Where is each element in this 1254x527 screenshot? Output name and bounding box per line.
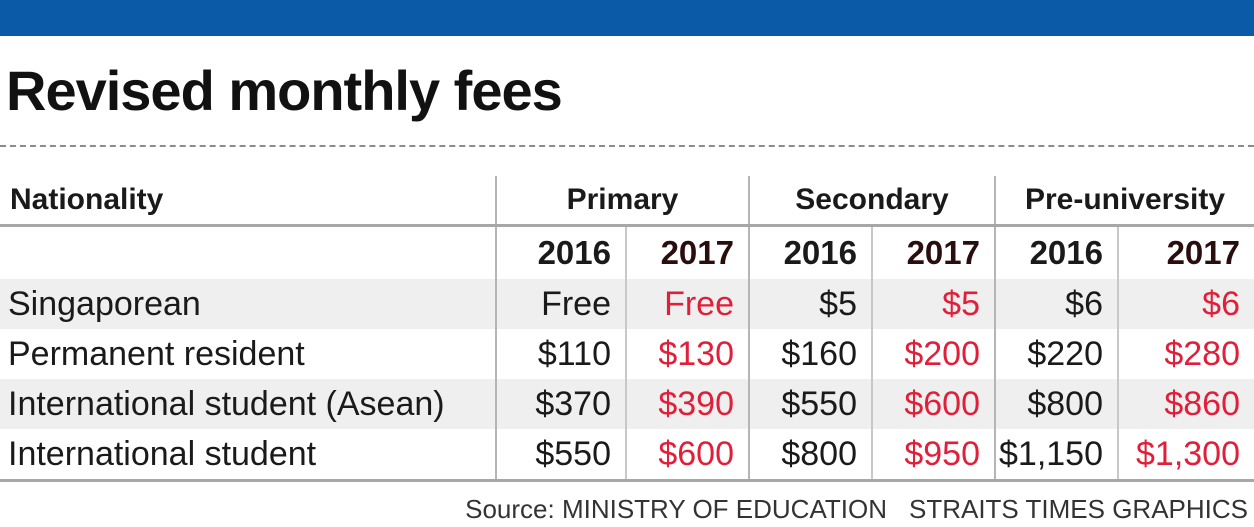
- table-row: Singaporean Free Free $5 $5 $6 $6: [0, 279, 1254, 329]
- fee-cell: $5: [871, 279, 995, 329]
- fee-cell: $600: [625, 429, 749, 482]
- year-header: 2017: [1117, 224, 1254, 279]
- year-header-spacer: [0, 224, 496, 279]
- fee-cell: $1,300: [1117, 429, 1254, 482]
- year-header: 2016: [495, 224, 626, 279]
- fee-cell: $950: [871, 429, 995, 482]
- fee-cell: $6: [994, 279, 1118, 329]
- fee-cell: $390: [625, 379, 749, 429]
- page-title: Revised monthly fees: [6, 59, 563, 122]
- group-header-pre-university: Pre-university: [994, 176, 1254, 226]
- header-row-years: 2016 2017 2016 2017 2016 2017: [0, 224, 1254, 279]
- top-color-bar: [0, 0, 1254, 36]
- table-row: International student $550 $600 $800 $95…: [0, 429, 1254, 482]
- header-row-groups: Nationality Primary Secondary Pre-univer…: [0, 176, 1254, 226]
- fee-cell: $370: [495, 379, 626, 429]
- row-label: Singaporean: [0, 279, 496, 329]
- source-credit: Source: MINISTRY OF EDUCATION STRAITS TIM…: [465, 494, 1248, 525]
- fee-cell: $800: [994, 379, 1118, 429]
- group-header-primary: Primary: [495, 176, 749, 226]
- fee-cell: $6: [1117, 279, 1254, 329]
- year-header: 2017: [871, 224, 995, 279]
- year-header: 2016: [748, 224, 872, 279]
- fee-cell: $1,150: [994, 429, 1118, 482]
- fee-cell: $600: [871, 379, 995, 429]
- nationality-header: Nationality: [10, 183, 164, 216]
- dashed-divider: [0, 145, 1254, 147]
- fee-cell: $130: [625, 329, 749, 379]
- fee-cell: $220: [994, 329, 1118, 379]
- row-label: Permanent resident: [8, 334, 305, 373]
- group-header-secondary: Secondary: [748, 176, 995, 226]
- fee-cell: Free: [495, 279, 626, 329]
- row-label: International student (Asean): [0, 379, 496, 429]
- fees-table: Nationality Primary Secondary Pre-univer…: [0, 176, 1254, 482]
- table-row: Permanent resident $110 $130 $160 $200 $…: [0, 329, 1254, 379]
- fee-cell: $860: [1117, 379, 1254, 429]
- year-header: 2016: [994, 224, 1118, 279]
- fee-cell: $200: [871, 329, 995, 379]
- row-label: International student: [0, 429, 496, 482]
- fee-cell: $5: [748, 279, 872, 329]
- fee-cell: $800: [748, 429, 872, 482]
- fee-cell: $280: [1117, 329, 1254, 379]
- fee-cell: $550: [748, 379, 872, 429]
- table-row: International student (Asean) $370 $390 …: [0, 379, 1254, 429]
- year-header: 2017: [625, 224, 749, 279]
- fee-cell: Free: [625, 279, 749, 329]
- fee-cell: $160: [748, 329, 872, 379]
- fee-cell: $110: [495, 329, 626, 379]
- source-text: Source: MINISTRY OF EDUCATION: [465, 494, 887, 524]
- graphics-credit: STRAITS TIMES GRAPHICS: [908, 494, 1248, 524]
- fee-cell: $550: [495, 429, 626, 482]
